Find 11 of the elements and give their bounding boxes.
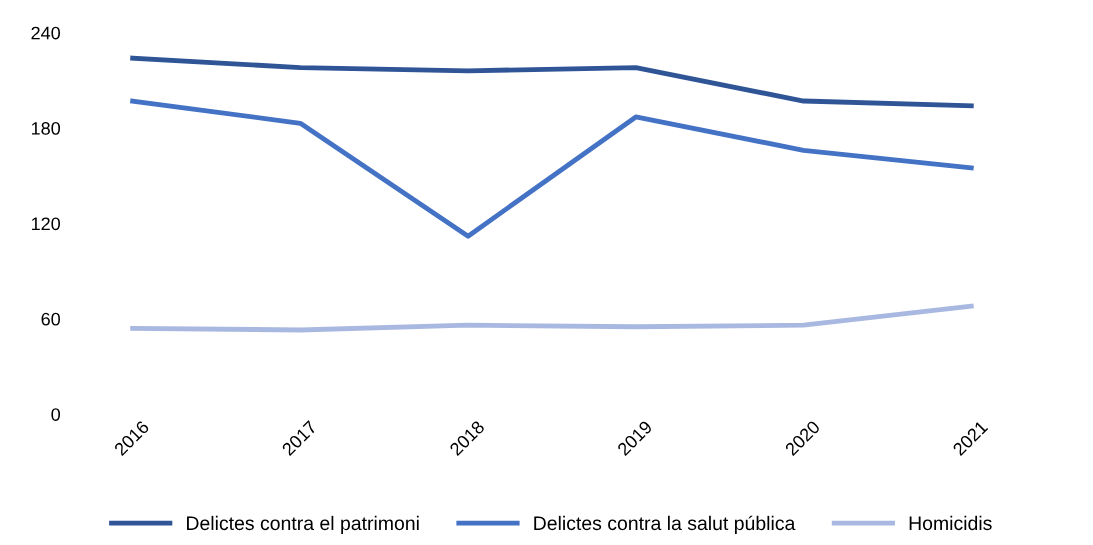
- y-tick-label: 0: [51, 408, 61, 421]
- line-series: [130, 303, 974, 333]
- legend-label: Homicidis: [909, 515, 992, 531]
- y-tick-label: 240: [31, 26, 61, 40]
- y-tick-label: 120: [31, 217, 61, 231]
- y-tick-label: 180: [31, 122, 61, 135]
- y-tick-label: 60: [41, 312, 61, 326]
- line-series: [130, 98, 974, 239]
- line-series: [130, 55, 974, 109]
- legend-label: Delictes contra la salut pública: [534, 515, 796, 534]
- legend-label: Delictes contra el patrimoni: [187, 515, 419, 534]
